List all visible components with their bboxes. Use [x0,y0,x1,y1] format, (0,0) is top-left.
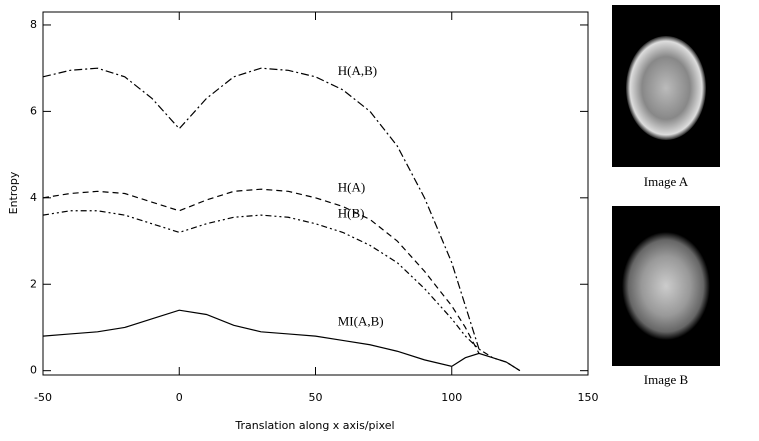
x-tick-label: 100 [441,391,462,404]
x-tick-label: 150 [578,391,599,404]
image-a-brain [626,36,706,140]
x-tick-label: -50 [34,391,52,404]
series-line [42,210,521,372]
y-tick-label: 8 [30,18,37,31]
y-tick-label: 0 [30,364,37,377]
series-label: H(A,B) [338,63,377,78]
series-line [42,309,521,372]
image-caption: Image B [644,372,689,387]
series-label: H(B) [338,205,365,220]
x-axis-label: Translation along x axis/pixel [234,419,394,432]
image-caption: Image A [644,174,689,189]
y-tick-label: 6 [30,104,37,117]
series-line [42,67,480,350]
x-tick-label: 0 [176,391,183,404]
series-label: H(A) [338,179,365,194]
x-tick-label: 50 [309,391,323,404]
image-b-brain [622,232,710,340]
series-line [42,188,480,354]
y-tick-label: 2 [30,277,37,290]
y-tick-label: 4 [30,191,37,204]
series-label: MI(A,B) [338,313,384,328]
y-axis-label: Entropy [7,171,20,214]
